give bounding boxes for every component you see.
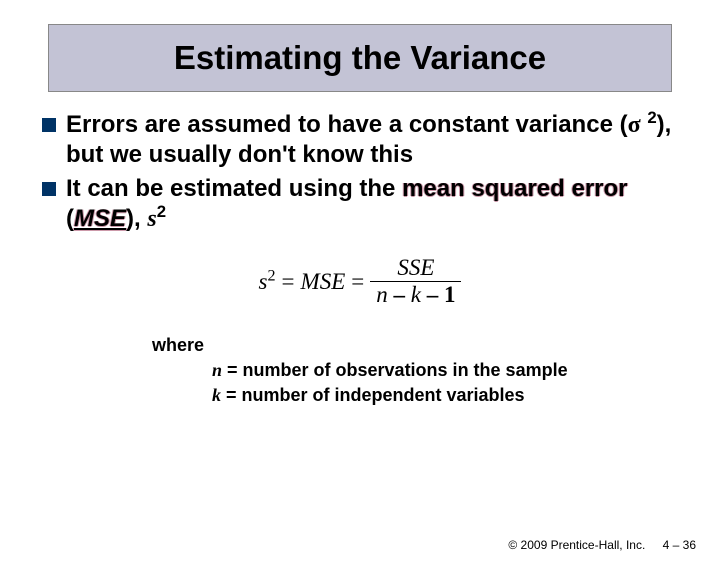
var-n: n <box>376 282 388 307</box>
bullet-1-text: Errors are assumed to have a constant va… <box>66 110 678 170</box>
bullet-2-text: It can be estimated using the mean squar… <box>66 174 678 234</box>
slide: Estimating the Variance Errors are assum… <box>0 24 720 564</box>
formula-block: s2 = MSE = SSE n – k – 1 <box>42 256 678 307</box>
var-s: s <box>147 206 156 232</box>
bullet-icon <box>42 182 56 196</box>
text-fragment: ( <box>66 205 74 232</box>
formula-s: s2 <box>259 269 276 295</box>
title-box: Estimating the Variance <box>48 24 672 92</box>
footer: © 2009 Prentice-Hall, Inc. 4 – 36 <box>508 538 696 552</box>
copyright-text: © 2009 Prentice-Hall, Inc. <box>508 538 645 552</box>
where-line-n: n = number of observations in the sample <box>212 358 678 382</box>
minus-sign: – <box>388 282 411 307</box>
sigma-symbol: σ <box>628 112 641 138</box>
text-fragment: Errors are assumed to have a constant va… <box>66 111 628 138</box>
where-n-def: = number of observations in the sample <box>222 360 568 380</box>
var-k: k <box>212 385 221 405</box>
equals-sign: = <box>351 269 364 295</box>
where-block: where n = number of observations in the … <box>152 335 678 407</box>
fraction: SSE n – k – 1 <box>370 256 461 307</box>
fraction-numerator: SSE <box>391 256 440 281</box>
page-number: 4 – 36 <box>663 538 696 552</box>
where-label: where <box>152 335 678 356</box>
bullet-item-1: Errors are assumed to have a constant va… <box>42 110 678 170</box>
var-k: k <box>411 282 421 307</box>
minus-sign: – <box>421 282 444 307</box>
formula-mse: MSE <box>301 269 346 295</box>
text-fragment: It can be estimated using the <box>66 175 402 202</box>
bullet-item-2: It can be estimated using the mean squar… <box>42 174 678 234</box>
var-s: s <box>259 269 268 294</box>
exponent: 2 <box>647 108 656 127</box>
where-line-k: k = number of independent variables <box>212 383 678 407</box>
text-fragment: ), <box>126 205 147 232</box>
term-mean-squared-error: mean squared error <box>402 175 627 202</box>
exponent: 2 <box>268 267 276 284</box>
bullet-icon <box>42 118 56 132</box>
var-n: n <box>212 360 222 380</box>
const-one: 1 <box>444 282 456 307</box>
exponent: 2 <box>157 202 166 221</box>
slide-title: Estimating the Variance <box>59 39 661 77</box>
equals-sign: = <box>282 269 295 295</box>
fraction-denominator: n – k – 1 <box>370 281 461 307</box>
abbr-mse: MSE <box>74 205 126 232</box>
formula: s2 = MSE = SSE n – k – 1 <box>259 256 462 307</box>
content-area: Errors are assumed to have a constant va… <box>0 110 720 407</box>
where-k-def: = number of independent variables <box>221 385 525 405</box>
